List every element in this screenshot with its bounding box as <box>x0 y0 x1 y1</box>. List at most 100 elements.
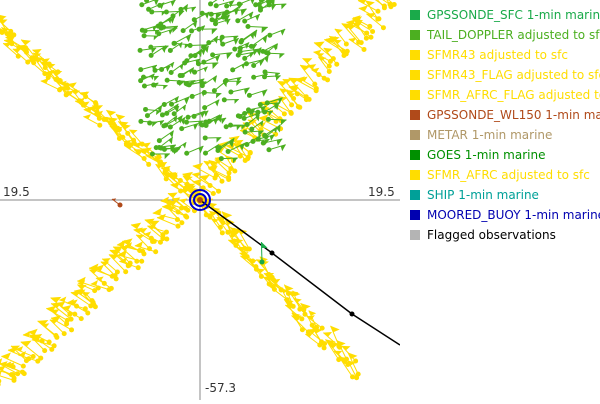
observation-dot <box>21 364 26 369</box>
observation-dot <box>350 374 355 379</box>
observation-dot <box>163 123 168 128</box>
wind-barb-flag <box>154 76 159 81</box>
observation-dot <box>227 170 232 175</box>
wind-barb-flag <box>83 114 91 119</box>
observation-dot <box>210 52 215 57</box>
observation-dot <box>157 145 162 150</box>
observation-dot <box>235 18 240 23</box>
observation-dot <box>149 53 154 58</box>
wind-barb-flag <box>279 54 284 59</box>
observation-dot <box>328 59 333 64</box>
wind-barb-flag <box>271 5 276 11</box>
observation-dot <box>236 113 241 118</box>
observation-dot <box>262 109 267 114</box>
wind-barb-flag <box>238 4 243 9</box>
legend-swatch <box>410 30 420 40</box>
observation-dot <box>224 3 229 8</box>
storm-center <box>197 197 203 203</box>
observation-dot <box>304 97 309 102</box>
observation-dot <box>168 125 173 130</box>
wind-barb-flag <box>303 58 313 63</box>
wind-barb-flag <box>262 27 268 33</box>
observation-dot <box>200 83 205 88</box>
wind-barb-flag <box>212 29 217 35</box>
wind-barb-flag <box>237 126 241 131</box>
observation-dot <box>220 230 225 235</box>
observation-dot <box>253 2 258 7</box>
legend-label: MOORED_BUOY 1-min marine <box>427 208 600 222</box>
observation-dot <box>153 249 158 254</box>
wind-barb-flag <box>184 97 189 105</box>
observation-dot <box>242 19 247 24</box>
observation-dot <box>296 104 301 109</box>
observation-dot <box>214 3 219 8</box>
observation-dot <box>266 117 271 122</box>
legend-item[interactable]: TAIL_DOPPLER adjusted to sfc <box>405 25 600 45</box>
observation-dot <box>368 35 373 40</box>
observation-dot <box>244 142 249 147</box>
observation-dot <box>157 3 162 8</box>
observation-dot <box>53 333 58 338</box>
legend-item[interactable]: SFMR43_FLAG adjusted to sfc <box>405 65 600 85</box>
observation-dot <box>322 345 327 350</box>
observation-dot <box>228 166 233 171</box>
legend-item[interactable]: GOES 1-min marine <box>405 145 600 165</box>
observation-dot <box>312 82 317 87</box>
observation-dot <box>242 116 247 121</box>
observation-dot <box>220 35 225 40</box>
legend-item[interactable]: SFMR_AFRC adjusted to sfc <box>405 165 600 185</box>
wind-barb-flag <box>135 241 143 247</box>
observation-dot <box>16 54 21 59</box>
observation-dot <box>26 356 31 361</box>
observation-dot <box>226 175 231 180</box>
observation-dot <box>232 47 237 52</box>
observation-dot <box>172 41 177 46</box>
observation-dot <box>238 154 243 159</box>
wind-barb-flag <box>261 242 267 248</box>
legend-item[interactable]: SFMR_AFRC_FLAG adjusted to sfc <box>405 85 600 105</box>
wind-barb-flag <box>198 146 203 153</box>
legend-item[interactable]: MOORED_BUOY 1-min marine <box>405 205 600 225</box>
observation-dot <box>225 10 230 15</box>
observation-dot <box>260 260 265 265</box>
legend-item[interactable]: GPSSONDE_SFC 1-min marine <box>405 5 600 25</box>
wind-barb-flag <box>276 76 281 81</box>
legend-item[interactable]: SHIP 1-min marine <box>405 185 600 205</box>
observation-dot <box>211 191 216 196</box>
legend-item[interactable]: GPSSONDE_WL150 1-min marine <box>405 105 600 125</box>
wind-barb-map[interactable] <box>0 0 400 400</box>
observation-dot <box>213 175 218 180</box>
legend-item[interactable]: METAR 1-min marine <box>405 125 600 145</box>
observation-dot <box>110 274 115 279</box>
observation-plot[interactable]: 19.5 19.5 -57.3 <box>0 0 400 400</box>
wind-barb-flag <box>89 269 98 273</box>
observation-dot <box>150 151 155 156</box>
observation-dot <box>126 263 131 268</box>
observation-dot <box>107 287 112 292</box>
observation-dot <box>157 138 162 143</box>
observation-dot <box>251 63 256 68</box>
observation-dot <box>138 119 143 124</box>
observation-dot <box>42 348 47 353</box>
observation-dot <box>262 133 267 138</box>
wind-barb-flag <box>163 46 168 52</box>
observation-dot <box>247 247 252 252</box>
observation-dot <box>145 113 150 118</box>
legend-label: GPSSONDE_WL150 1-min marine <box>427 108 600 122</box>
wind-barb-flag <box>179 11 184 17</box>
wind-barb-flag <box>342 346 351 351</box>
observation-dot <box>69 327 74 332</box>
legend-item[interactable]: Flagged observations <box>405 225 600 245</box>
observation-dot <box>267 33 272 38</box>
observation-dot <box>242 56 247 61</box>
observation-dot <box>209 12 214 17</box>
observation-dot <box>239 39 244 44</box>
observation-dot <box>158 240 163 245</box>
legend-swatch <box>410 190 420 200</box>
observation-dot <box>12 376 17 381</box>
observation-dot <box>203 120 208 125</box>
observation-dot <box>212 88 217 93</box>
observation-dot <box>203 135 208 140</box>
legend-label: SFMR_AFRC_FLAG adjusted to sfc <box>427 88 600 102</box>
legend-item[interactable]: SFMR43 adjusted to sfc <box>405 45 600 65</box>
